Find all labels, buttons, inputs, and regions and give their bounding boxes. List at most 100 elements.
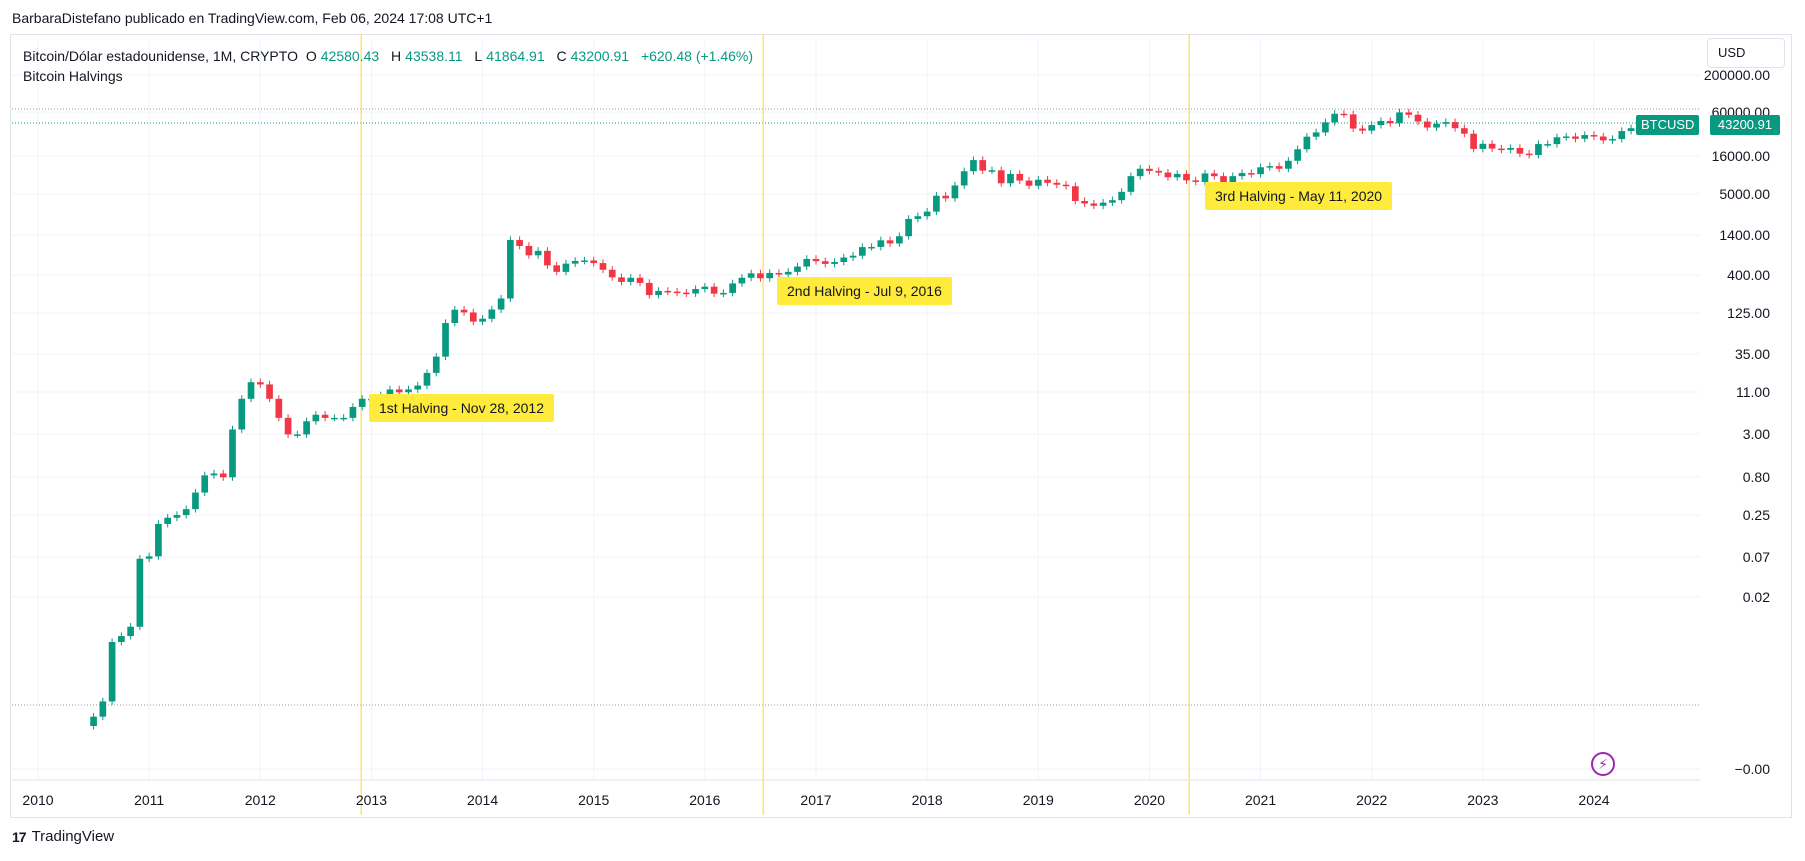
candle-body <box>562 263 570 272</box>
candle-body <box>108 641 116 702</box>
candle-body <box>664 290 672 293</box>
lightning-icon[interactable]: ⚡ <box>1591 752 1615 776</box>
candle-body <box>738 277 746 284</box>
candle-body <box>247 382 255 399</box>
candle-body <box>766 272 774 279</box>
candle-body <box>1599 136 1607 141</box>
candle-body <box>136 558 144 627</box>
candle-body <box>321 414 329 418</box>
candle-body <box>1340 113 1348 116</box>
y-tick-label: 11.00 <box>1736 384 1770 400</box>
candle-body <box>201 475 209 493</box>
candle-body <box>219 473 227 478</box>
y-tick-label: 1400.00 <box>1719 227 1770 243</box>
candle-body <box>312 414 320 422</box>
y-tick-label: 5000.00 <box>1719 186 1770 202</box>
candle-body <box>432 356 440 373</box>
candle-body <box>1109 200 1116 203</box>
symbol-description[interactable]: Bitcoin/Dólar estadounidense, 1M, CRYPTO <box>23 48 298 64</box>
candle-body <box>451 309 459 324</box>
candle-body <box>1164 172 1172 178</box>
candle-body <box>1155 170 1163 173</box>
candle-body <box>1460 128 1468 134</box>
candle-body <box>923 211 931 217</box>
candle-body <box>1007 173 1014 184</box>
high-label: H <box>391 48 402 64</box>
candle-body <box>1609 139 1616 141</box>
x-tick-label: 2010 <box>22 792 53 808</box>
candle-body <box>155 523 162 557</box>
candle-body <box>775 272 783 275</box>
candle-body <box>1377 120 1385 126</box>
symbol-price-badge: BTCUSD <box>1636 115 1700 135</box>
candle-body <box>534 250 542 256</box>
candle-body <box>710 286 718 294</box>
y-tick-label: 0.07 <box>1743 549 1770 565</box>
candle-body <box>1562 136 1570 138</box>
footer-brand[interactable]: 17 TradingView <box>12 828 114 845</box>
candle-body <box>997 170 1005 184</box>
candle-body <box>1590 135 1598 137</box>
candle-body <box>1173 173 1181 178</box>
candle-body <box>1423 121 1431 128</box>
candle-body <box>553 265 561 272</box>
candle-body <box>1183 173 1190 181</box>
candle-body <box>266 384 273 399</box>
candle-body <box>349 406 357 418</box>
candle-body <box>1044 179 1051 183</box>
y-tick-label: 35.00 <box>1735 346 1770 362</box>
candle-body <box>988 170 996 172</box>
candle-body <box>951 185 959 199</box>
candle-body <box>256 382 264 385</box>
x-tick-label: 2023 <box>1467 792 1498 808</box>
candle-body <box>1071 186 1079 201</box>
candle-body <box>729 283 736 293</box>
candle-body <box>673 291 681 294</box>
candle-body <box>645 282 653 296</box>
y-tick-label: 400.00 <box>1727 267 1770 283</box>
brand-name: TradingView <box>31 828 115 845</box>
candle-body <box>423 372 431 386</box>
candle-body <box>1192 180 1200 182</box>
low-label: L <box>474 48 483 64</box>
x-tick-label: 2024 <box>1578 792 1609 808</box>
candle-body <box>229 429 236 478</box>
candle-body <box>858 247 866 256</box>
candle-body <box>1488 143 1496 149</box>
candle-body <box>849 255 857 258</box>
candle-body <box>1396 112 1403 124</box>
candle-body <box>655 290 662 296</box>
candle-body <box>627 277 635 282</box>
x-tick-label: 2014 <box>467 792 498 808</box>
candle-body <box>1572 136 1579 139</box>
candle-body <box>590 260 598 264</box>
candle-body <box>1136 168 1144 177</box>
chart-frame <box>10 34 1792 818</box>
candle-body <box>896 236 903 244</box>
x-tick-label: 2022 <box>1356 792 1387 808</box>
candle-body <box>581 260 588 262</box>
candle-body <box>1386 120 1394 124</box>
candle-body <box>1285 160 1292 169</box>
candle-body <box>1275 166 1283 169</box>
candle-body <box>970 160 977 172</box>
candle-body <box>192 492 199 510</box>
x-tick-label: 2011 <box>134 792 164 808</box>
candle-body <box>1081 200 1088 204</box>
candle-body <box>173 515 181 518</box>
close-value: 43200.91 <box>570 48 630 64</box>
y-tick-label: 0.25 <box>1743 507 1770 523</box>
candle-body <box>794 266 801 272</box>
candle-body <box>692 289 699 294</box>
candle-body <box>1062 184 1070 187</box>
currency-button[interactable]: USD <box>1707 38 1785 68</box>
candle-body <box>488 309 496 319</box>
candle-body <box>747 273 755 278</box>
attribution-text: BarbaraDistefano publicado en TradingVie… <box>12 10 493 26</box>
candle-body <box>507 240 514 299</box>
candle-body <box>1210 173 1218 177</box>
candle-body <box>942 195 950 199</box>
indicator-name[interactable]: Bitcoin Halvings <box>23 68 123 84</box>
candle-body <box>544 250 551 266</box>
